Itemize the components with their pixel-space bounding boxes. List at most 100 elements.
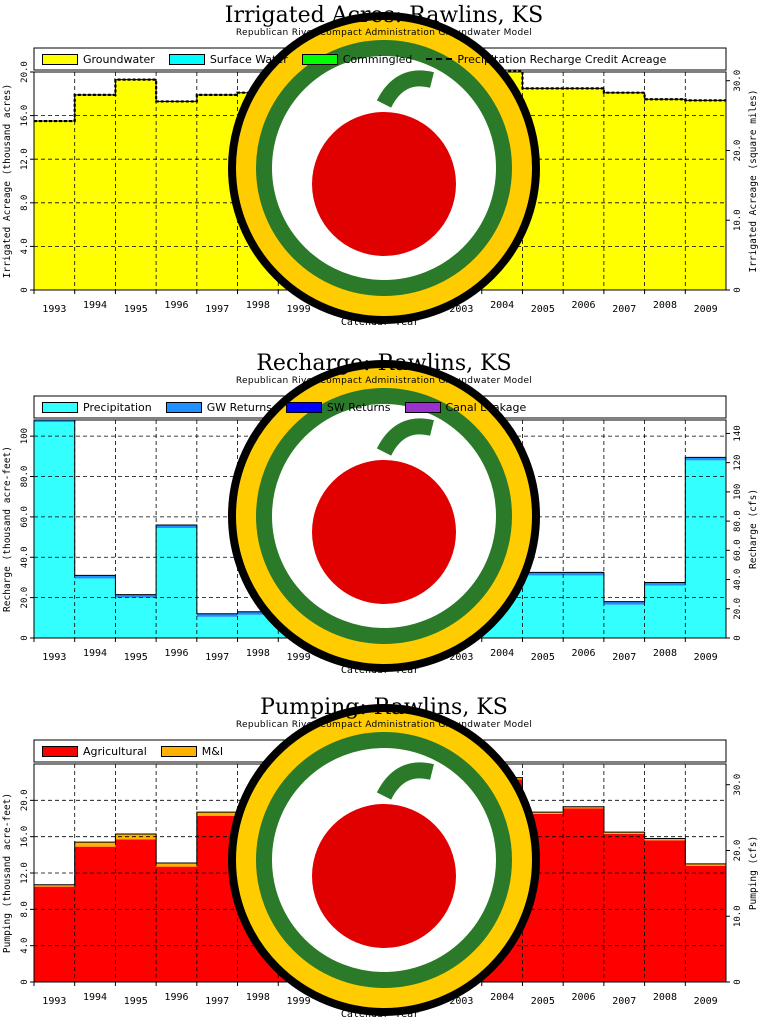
y2-tick-label-20.0: 20.0: [733, 598, 743, 620]
pumping-panel: V12p719931994199519961997199819992000200…: [0, 692, 768, 1028]
legend-label: Surface Water: [209, 52, 288, 66]
y-tick-label-0: 0: [20, 979, 30, 984]
y2-tick-label-10.0: 10.0: [733, 905, 743, 927]
bar-gw-returns-1996: [156, 524, 198, 528]
y2-tick-label-20.0: 20.0: [733, 140, 743, 162]
y2-axis-label: Recharge (cfs): [748, 489, 759, 569]
x-tick-label-1993: 1993: [42, 996, 66, 1007]
bar-precipitation-2009: [685, 460, 727, 638]
x-tick-label-2005: 2005: [531, 304, 555, 315]
x-tick-label-2006: 2006: [571, 648, 595, 659]
bar-agricultural-1993: [34, 886, 76, 982]
y2-tick-label-20.0: 20.0: [733, 840, 743, 862]
y-tick-label-16.0: 16.0: [20, 826, 30, 848]
legend-label: Groundwater: [83, 52, 155, 66]
y2-tick-label-0: 0: [733, 287, 743, 292]
bar-precipitation-2005: [522, 575, 564, 638]
x-tick-label-1997: 1997: [205, 652, 229, 663]
bar-gw-returns-1994: [74, 575, 116, 579]
y-tick-label-8.0: 8.0: [20, 901, 30, 917]
legend-swatch: [160, 745, 197, 757]
y-tick-label-20.0: 20.0: [20, 789, 30, 811]
y2-tick-label-30.0: 30.0: [733, 70, 743, 92]
y2-tick-label-10.0: 10.0: [733, 209, 743, 231]
y2-tick-label-100: 100: [733, 484, 743, 500]
x-tick-label-2008: 2008: [653, 648, 677, 659]
legend-label: Canal Leakage: [445, 400, 527, 414]
x-tick-label-1999: 1999: [287, 304, 311, 315]
y-tick-label-20.0: 20.0: [20, 61, 30, 83]
bar-m-i-2006: [563, 806, 605, 809]
y-tick-label-100: 100: [20, 428, 30, 444]
x-tick-label-2006: 2006: [571, 992, 595, 1003]
y-axis-label: Recharge (thousand acre-feet): [2, 446, 13, 612]
bar-precipitation-2006: [563, 575, 605, 638]
y-tick-label-0: 0: [20, 287, 30, 292]
chart-legend: Precipitation GW Returns SW Returns Cana…: [34, 396, 726, 418]
bar-gw-returns-2006: [563, 572, 605, 576]
bar-agricultural-2008: [644, 840, 686, 982]
x-tick-label-2007: 2007: [612, 996, 636, 1007]
y2-tick-label-60.0: 60.0: [733, 539, 743, 561]
bar-groundwater-2008: [644, 99, 686, 290]
chart-subtitle: Republican River Compact Administration …: [235, 28, 533, 38]
apple-logo-icon: [228, 704, 540, 1016]
legend-swatch: [285, 401, 322, 413]
bar-gw-returns-1998: [237, 611, 279, 615]
x-tick-label-1995: 1995: [124, 304, 148, 315]
bar-groundwater-2007: [603, 92, 646, 291]
x-tick-label-1997: 1997: [205, 304, 229, 315]
chart-title: Pumping: Rawlins, KS: [260, 695, 508, 720]
bar-gw-returns-1993: [34, 420, 76, 423]
chart-title: Irrigated Acres: Rawlins, KS: [224, 3, 544, 28]
y2-axis-label: Pumping (cfs): [748, 836, 759, 910]
y2-tick-label-140: 140: [733, 425, 743, 441]
bar-m-i-2009: [685, 863, 727, 866]
legend-label: Agricultural: [83, 744, 147, 758]
bar-precipitation-2007: [603, 604, 646, 638]
x-tick-label-1999: 1999: [287, 652, 311, 663]
x-tick-label-2006: 2006: [571, 300, 595, 311]
x-tick-label-2003: 2003: [449, 652, 473, 663]
bar-agricultural-1994: [74, 846, 116, 982]
x-tick-label-1994: 1994: [83, 300, 107, 311]
legend-swatch: [165, 401, 202, 413]
legend-agricultural: Agricultural: [42, 745, 147, 758]
legend-swatch: [426, 58, 453, 60]
bar-precipitation-1996: [156, 527, 198, 638]
bar-agricultural-1995: [115, 839, 157, 982]
x-tick-label-2008: 2008: [653, 300, 677, 311]
x-tick-label-1995: 1995: [124, 996, 148, 1007]
bar-precipitation-1994: [74, 578, 116, 638]
x-tick-label-1994: 1994: [83, 648, 107, 659]
x-tick-label-1996: 1996: [164, 992, 188, 1003]
y-tick-label-12.0: 12.0: [20, 862, 30, 884]
x-tick-label-1995: 1995: [124, 652, 148, 663]
legend-canal-leakage: Canal Leakage: [404, 400, 527, 414]
x-tick-label-1999: 1999: [287, 996, 311, 1007]
legend-swatch: [168, 53, 205, 65]
y-tick-label-12.0: 12.0: [20, 148, 30, 170]
bar-gw-returns-2008: [644, 582, 686, 586]
y-axis-label: Irrigated Acreage (thousand acres): [2, 84, 13, 278]
irrigated-acres-panel: V12p719931994199519961997199819992000200…: [0, 0, 768, 336]
legend-label: M&I: [201, 744, 224, 758]
bar-agricultural-1996: [156, 866, 198, 982]
legend-sw-returns: SW Returns: [285, 401, 391, 414]
x-tick-label-2005: 2005: [531, 996, 555, 1007]
bar-groundwater-2006: [563, 88, 605, 290]
bar-gw-returns-1997: [196, 613, 239, 617]
legend-precip-credit: Precipitation Recharge Credit Acreage: [426, 53, 666, 66]
apple-logo-icon: [228, 12, 540, 324]
bar-groundwater-2009: [685, 100, 727, 290]
y2-tick-label-80.0: 80.0: [733, 510, 743, 532]
chart-legend: Groundwater Surface Water Commingled Pre…: [34, 48, 726, 70]
legend-swatch: [404, 401, 441, 413]
bar-m-i-1995: [115, 833, 157, 840]
y-tick-label-4.0: 4.0: [20, 238, 30, 254]
y2-tick-label-120: 120: [733, 455, 743, 471]
y-axis-label: Pumping (thousand acre-feet): [2, 793, 13, 953]
x-tick-label-2004: 2004: [490, 648, 514, 659]
x-tick-label-2004: 2004: [490, 300, 514, 311]
bar-gw-returns-2007: [603, 601, 646, 605]
